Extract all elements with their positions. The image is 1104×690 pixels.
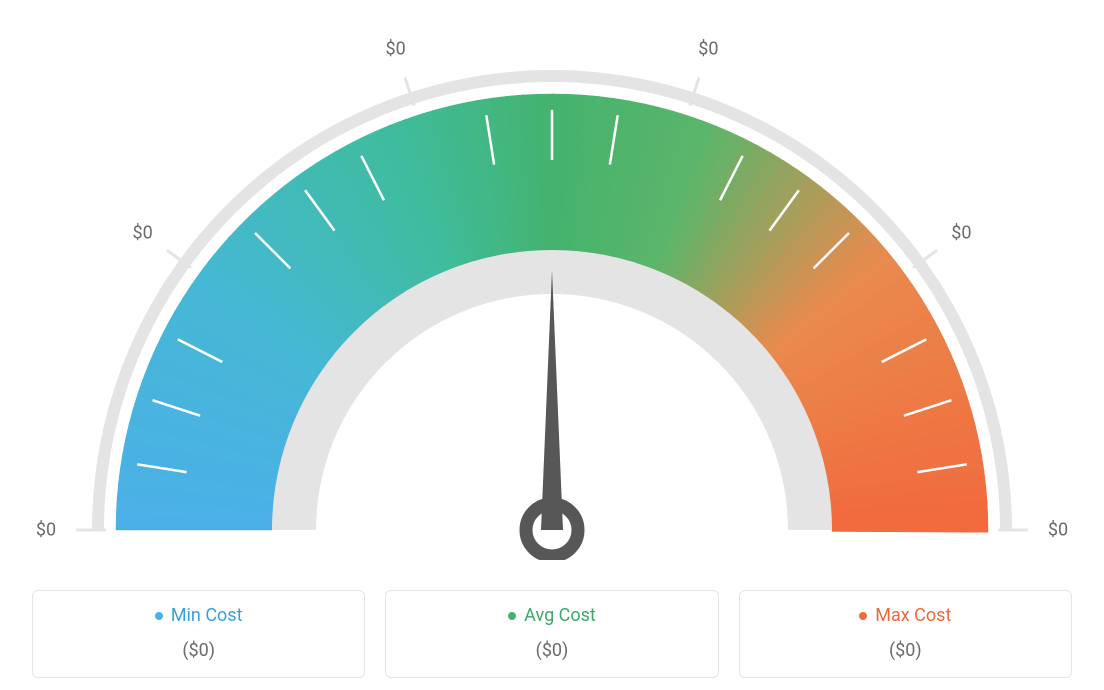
- legend-avg-label-line: Avg Cost: [508, 605, 596, 626]
- gauge-chart-container: $0 $0 $0 $0 $0 $0 Min Cost ($0) Avg Cost ($0)…: [0, 0, 1104, 690]
- legend-avg-value: ($0): [406, 640, 697, 661]
- legend-avg-label: Avg Cost: [524, 605, 596, 626]
- legend-avg-dot: [508, 612, 516, 620]
- legend-avg-cost: Avg Cost ($0): [385, 590, 718, 679]
- gauge-tick-label: $0: [133, 222, 153, 243]
- legend-min-dot: [155, 612, 163, 620]
- gauge-tick-label: $0: [386, 38, 406, 59]
- legend-row: Min Cost ($0) Avg Cost ($0) Max Cost ($0…: [32, 590, 1072, 679]
- legend-min-label: Min Cost: [171, 605, 243, 626]
- legend-min-value: ($0): [53, 640, 344, 661]
- legend-min-label-line: Min Cost: [155, 605, 243, 626]
- legend-min-cost: Min Cost ($0): [32, 590, 365, 679]
- gauge-tick-label: $0: [1048, 520, 1068, 541]
- legend-max-label: Max Cost: [875, 605, 951, 626]
- gauge-svg: [32, 50, 1072, 560]
- gauge-wrapper: $0$0$0$0$0$0: [32, 50, 1072, 560]
- gauge-tick-label: $0: [951, 222, 971, 243]
- legend-max-label-line: Max Cost: [859, 605, 951, 626]
- legend-max-cost: Max Cost ($0): [739, 590, 1072, 679]
- legend-max-dot: [859, 612, 867, 620]
- legend-max-value: ($0): [760, 640, 1051, 661]
- gauge-tick-label: $0: [36, 520, 56, 541]
- gauge-tick-label: $0: [698, 38, 718, 59]
